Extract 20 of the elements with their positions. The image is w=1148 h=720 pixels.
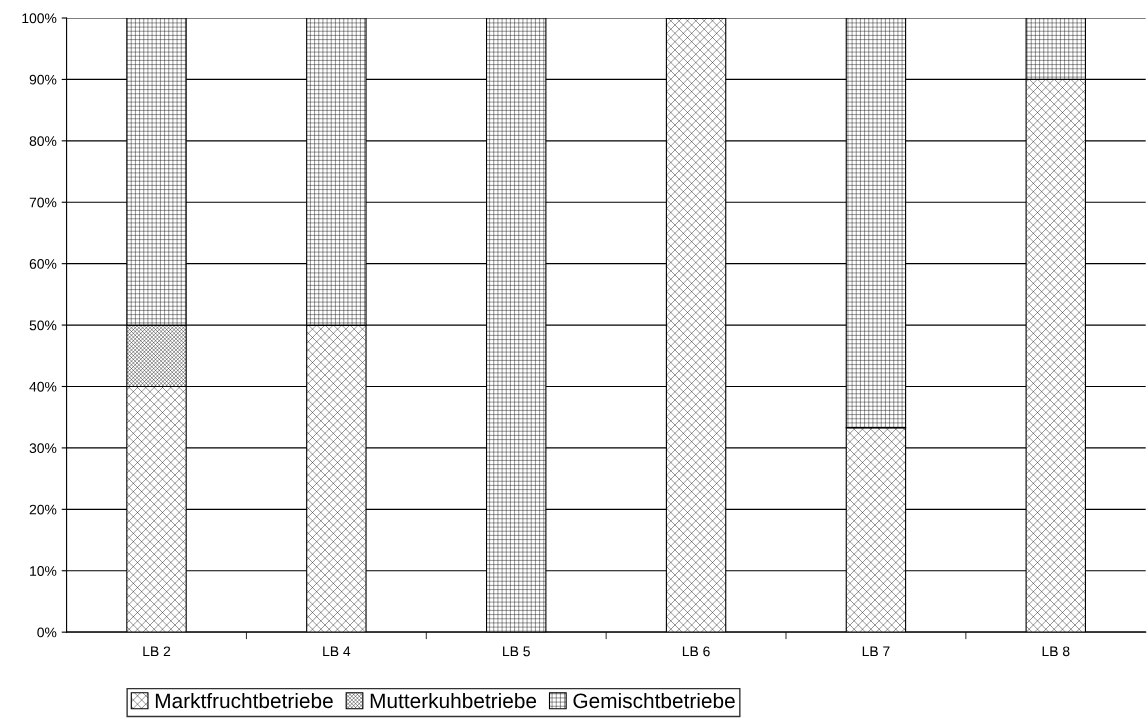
y-tick-label: 10% xyxy=(30,566,57,576)
x-tick-label: LB 2 xyxy=(143,646,171,657)
y-tick-label: 80% xyxy=(29,136,57,146)
x-tick-label: LB 6 xyxy=(682,646,710,657)
y-tick-label: 0% xyxy=(37,627,57,638)
y-tick-label: 100% xyxy=(22,13,57,24)
y-tick-label: 20% xyxy=(29,504,57,515)
legend-label: Marktfruchtbetriebe xyxy=(155,692,333,709)
x-tick-label: LB 8 xyxy=(1042,646,1070,657)
x-tick-label: LB 5 xyxy=(503,646,530,657)
legend-label: Mutterkuhbetriebe xyxy=(370,692,537,709)
y-tick-label: 90% xyxy=(29,74,57,85)
y-tick-label: 50% xyxy=(29,320,57,331)
y-tick-label: 70% xyxy=(29,197,57,208)
y-tick-label: 60% xyxy=(29,259,57,269)
x-tick-label: LB 4 xyxy=(323,646,351,657)
y-tick-label: 40% xyxy=(29,381,57,392)
y-tick-label: 30% xyxy=(29,443,57,454)
x-tick-label: LB 7 xyxy=(862,646,890,657)
legend-label: Gemischtbetriebe xyxy=(573,692,735,709)
